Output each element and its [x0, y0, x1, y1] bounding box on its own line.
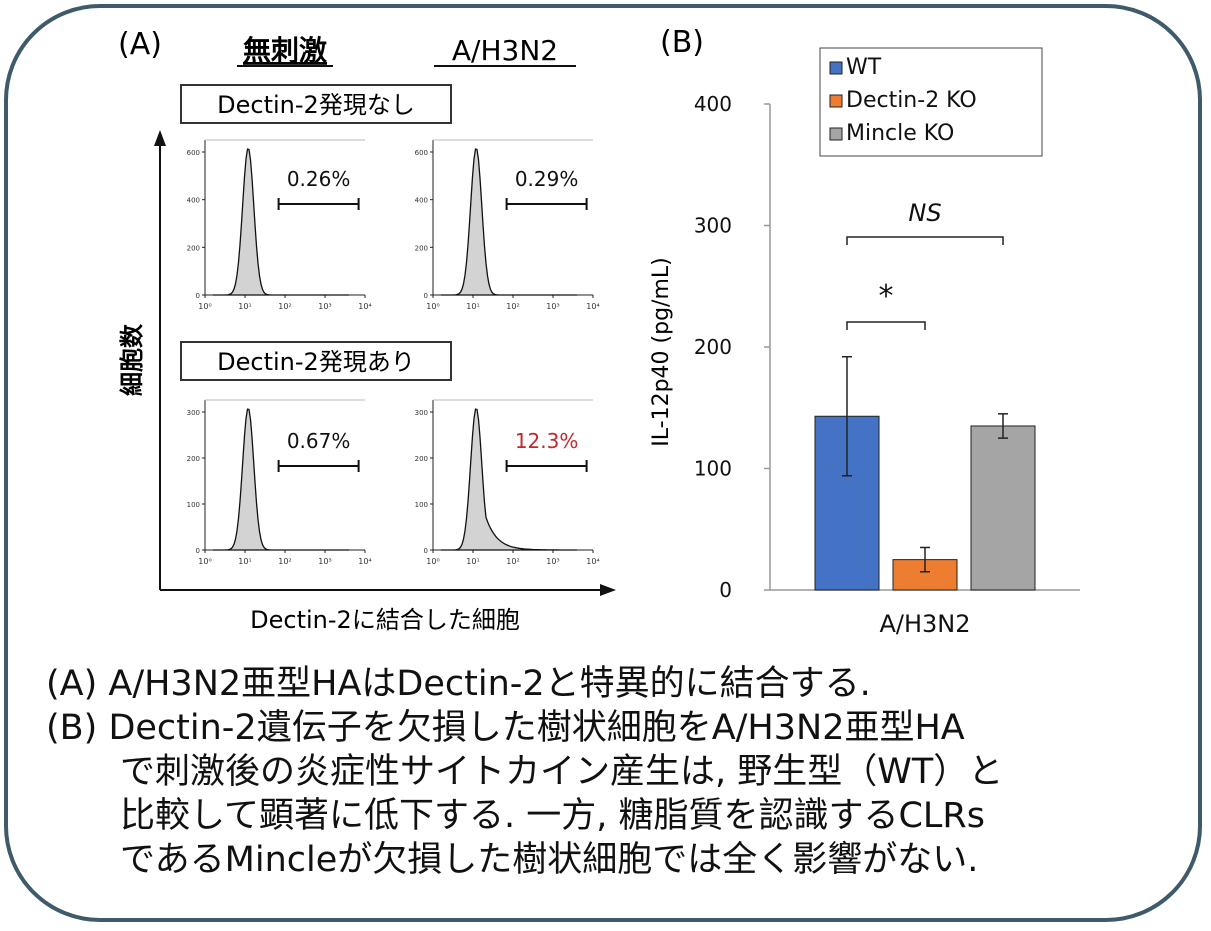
- row-label-expression: Dectin-2発現あり: [217, 348, 415, 376]
- histogram-x-tick-label: 10⁴: [358, 302, 371, 311]
- histogram-y-tick-label: 100: [187, 501, 200, 509]
- histogram-x-tick-label: 10⁰: [426, 302, 439, 311]
- legend-swatch: [829, 61, 843, 75]
- panel-b-label: (B): [660, 25, 704, 60]
- histogram-x-tick-label: 10⁰: [426, 557, 439, 566]
- histogram-x-tick-label: 10²: [278, 302, 291, 311]
- histogram-y-tick-label: 0: [424, 547, 428, 555]
- histogram-x-tick-label: 10⁰: [198, 302, 211, 311]
- significance-label: NS: [908, 199, 941, 227]
- histogram-x-tick-label: 10¹: [466, 557, 479, 566]
- y-axis-arrow-icon: [154, 130, 166, 146]
- significance-bracket: [846, 321, 926, 330]
- histogram-y-tick-label: 600: [187, 149, 200, 157]
- col-header-unstimulated: 無刺激: [243, 34, 327, 67]
- caption-line-b-cont: で刺激後の炎症性サイトカイン産生は, 野生型（WT）と: [120, 752, 1004, 792]
- legend-entry: Mincle KO: [846, 121, 954, 146]
- histogram-x-tick-label: 10³: [318, 302, 331, 311]
- bar-chart: 0 100 200 300 400 A/H3N2 * NS WT Dectin-2 KO Mincl…: [694, 47, 1080, 638]
- histogram-x-tick-label: 10¹: [466, 302, 479, 311]
- histogram-panel: 300 200 100 0 10⁰ 10¹ 10² 10³ 10⁴ 12.3%: [415, 399, 600, 566]
- gate-percentage: 0.26%: [287, 167, 351, 191]
- bar-mincle-ko: [970, 425, 1036, 591]
- histogram-x-tick-label: 10¹: [238, 302, 251, 311]
- histogram-panel: 600 400 200 0 10⁰ 10¹ 10² 10³ 10⁴ 0.29%: [415, 139, 600, 311]
- histogram-x-tick-label: 10³: [546, 557, 559, 566]
- x-axis-arrow-icon: [600, 584, 616, 596]
- histogram-y-tick-label: 0: [424, 292, 428, 300]
- histogram-x-tick-label: 10⁰: [198, 557, 211, 566]
- significance-label: *: [879, 279, 894, 314]
- gate-percentage: 0.67%: [287, 429, 351, 453]
- histogram-x-tick-label: 10³: [318, 557, 331, 566]
- histogram-y-tick-label: 100: [415, 501, 428, 509]
- histogram-x-tick-label: 10²: [506, 302, 519, 311]
- legend-entry: Dectin-2 KO: [846, 88, 977, 113]
- caption-line-b: (B) Dectin-2遺伝子を欠損した樹状細胞をA/H3N2亜型HA: [46, 708, 965, 748]
- legend-entry: WT: [846, 55, 882, 80]
- histogram-panel: 600 400 200 0 10⁰ 10¹ 10² 10³ 10⁴ 0.26%: [187, 139, 372, 311]
- bar-y-tick-label: 100: [694, 457, 732, 481]
- col-header-h3n2: A/H3N2: [452, 34, 558, 67]
- histogram-curve: [213, 408, 349, 551]
- panel-b-y-axis-label: IL-12p40 (pg/mL): [649, 257, 674, 446]
- bar-y-tick-label: 300: [694, 214, 732, 238]
- caption-line-b-cont: 比較して顕著に低下する. 一方, 糖脂質を認識するCLRs: [120, 796, 985, 836]
- bar-category-label: A/H3N2: [879, 610, 970, 638]
- histogram-curve: [213, 148, 349, 296]
- caption-line-a: (A) A/H3N2亜型HAはDectin-2と特異的に結合する.: [46, 664, 871, 704]
- gate-percentage: 0.29%: [515, 167, 579, 191]
- panel-a-label: (A): [118, 27, 162, 62]
- histogram-grid: 600 400 200 0 10⁰ 10¹ 10² 10³ 10⁴ 0.26% 600 400 200 0…: [187, 139, 600, 566]
- legend-box: [819, 47, 1043, 157]
- histogram-panel: 300 200 100 0 10⁰ 10¹ 10² 10³ 10⁴ 0.67%: [187, 399, 372, 566]
- row-label-no-expression: Dectin-2発現なし: [217, 91, 415, 119]
- histogram-x-tick-label: 10⁴: [358, 557, 371, 566]
- row-label-box-bottom: [180, 341, 452, 381]
- bar-y-tick-label: 400: [694, 92, 732, 116]
- histogram-y-tick-label: 300: [415, 409, 428, 417]
- gate-percentage: 12.3%: [515, 429, 579, 453]
- histogram-y-tick-label: 400: [187, 197, 200, 205]
- histogram-x-tick-label: 10²: [506, 557, 519, 566]
- legend-swatch: [829, 94, 843, 108]
- figure: (A) 無刺激 A/H3N2 Dectin-2発現なし Dectin-2発現あり…: [118, 25, 1080, 638]
- histogram-curve: [441, 148, 577, 296]
- caption-line-b-cont: であるMincleが欠損した樹状細胞では全く影響がない.: [120, 840, 979, 880]
- histogram-x-tick-label: 10³: [546, 302, 559, 311]
- histogram-y-tick-label: 200: [415, 244, 428, 252]
- histogram-x-tick-label: 10⁴: [586, 302, 599, 311]
- histogram-x-tick-label: 10⁴: [586, 557, 599, 566]
- legend-swatch: [829, 127, 843, 141]
- histogram-y-tick-label: 200: [187, 244, 200, 252]
- panel-a-y-axis-label: 細胞数: [118, 323, 146, 396]
- histogram-y-tick-label: 200: [415, 455, 428, 463]
- histogram-x-tick-label: 10¹: [238, 557, 251, 566]
- figure-caption: (A) A/H3N2亜型HAはDectin-2と特異的に結合する. (B) De…: [46, 662, 1176, 882]
- row-label-box-top: [180, 84, 452, 124]
- histogram-y-tick-label: 200: [187, 455, 200, 463]
- bar-y-tick-label: 200: [694, 335, 732, 359]
- histogram-y-tick-label: 0: [196, 547, 200, 555]
- histogram-curve: [441, 408, 577, 551]
- panel-a-x-axis-label: Dectin-2に結合した細胞: [250, 606, 520, 634]
- histogram-y-tick-label: 300: [187, 409, 200, 417]
- significance-bracket: [846, 236, 1004, 245]
- bar-y-tick-label: 0: [719, 578, 732, 602]
- histogram-y-tick-label: 400: [415, 197, 428, 205]
- histogram-x-tick-label: 10²: [278, 557, 291, 566]
- histogram-y-tick-label: 0: [196, 292, 200, 300]
- histogram-y-tick-label: 600: [415, 149, 428, 157]
